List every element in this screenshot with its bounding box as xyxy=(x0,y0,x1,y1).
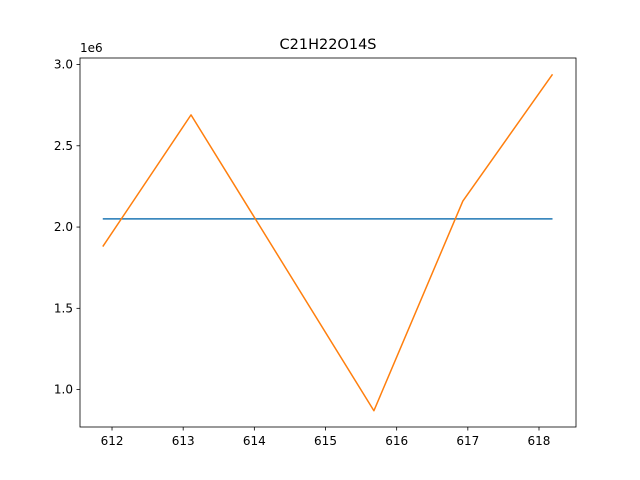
y-tick-label: 2.5 xyxy=(54,139,73,153)
x-axis: 612 613 614 615 616 617 618 xyxy=(101,427,551,448)
x-tick-label: 616 xyxy=(385,434,408,448)
series-line-2 xyxy=(102,73,554,412)
y-tick-label: 1.0 xyxy=(54,383,73,397)
x-tick-label: 618 xyxy=(528,434,551,448)
y-axis: 1.0 1.5 2.0 2.5 3.0 xyxy=(54,58,80,397)
chart-title: C21H22O14S xyxy=(280,37,377,53)
y-tick-label: 3.0 xyxy=(54,58,73,72)
plot-frame xyxy=(79,57,577,428)
y-axis-offset-label: 1e6 xyxy=(80,41,103,55)
x-tick-label: 617 xyxy=(456,434,479,448)
y-tick-label: 2.0 xyxy=(54,220,73,234)
x-tick-label: 614 xyxy=(243,434,266,448)
x-tick-label: 613 xyxy=(172,434,195,448)
series-layer xyxy=(102,73,554,412)
x-tick-label: 612 xyxy=(101,434,124,448)
x-tick-label: 615 xyxy=(314,434,337,448)
y-tick-label: 1.5 xyxy=(54,301,73,315)
